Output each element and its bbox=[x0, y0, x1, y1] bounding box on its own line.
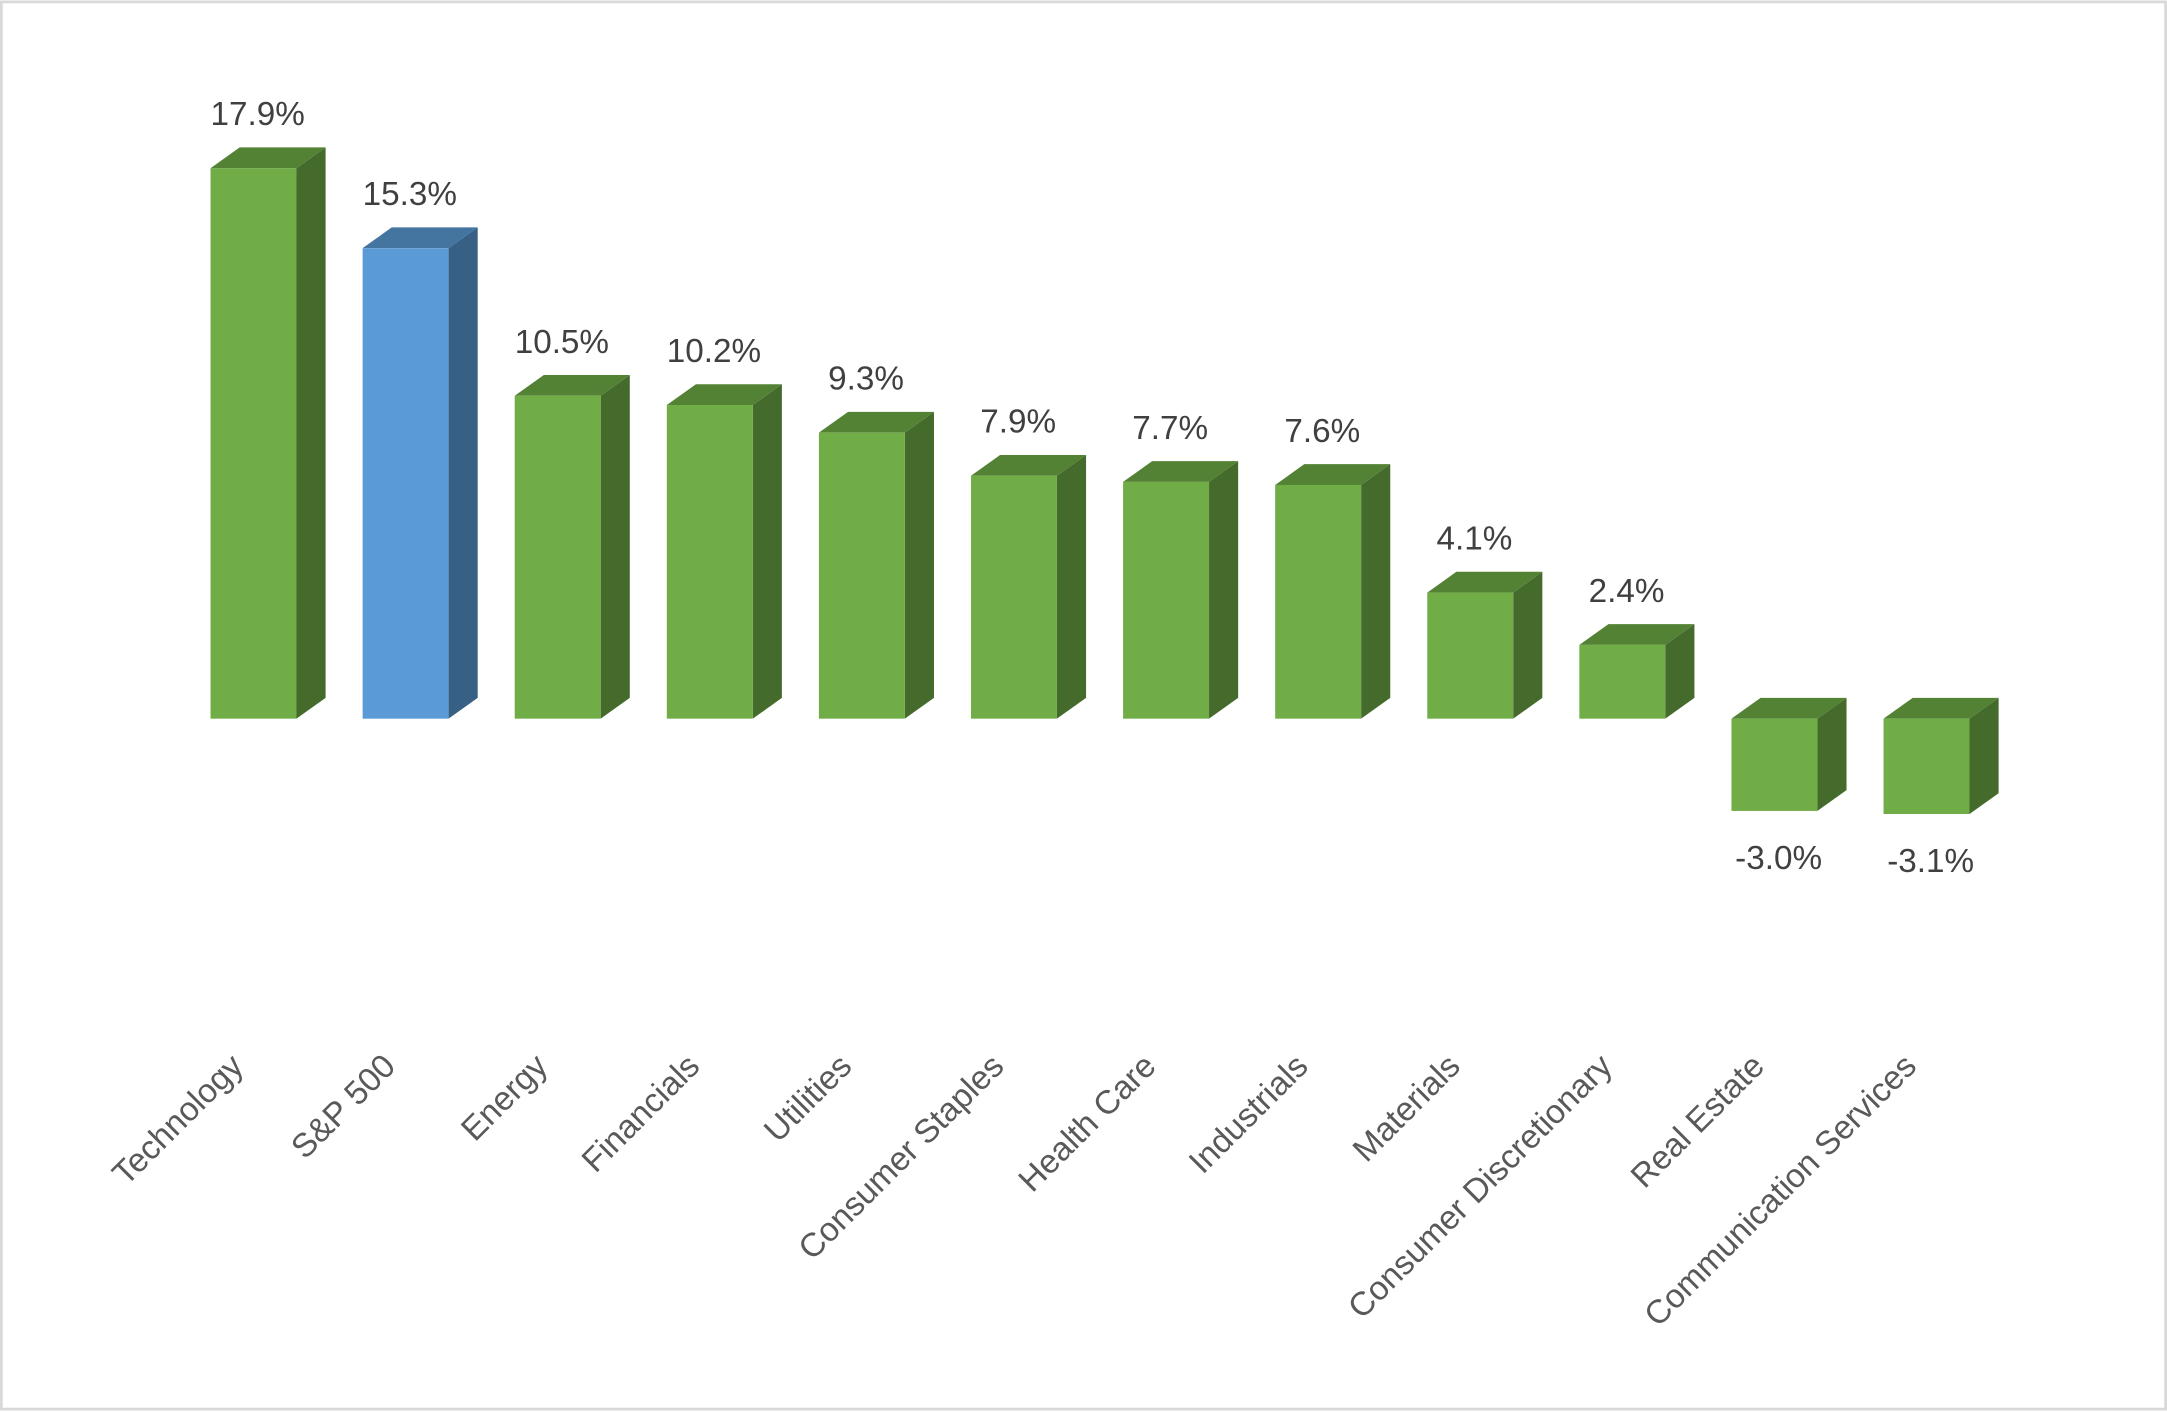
value-label: 10.2% bbox=[667, 333, 761, 370]
bar bbox=[1427, 571, 1543, 719]
bar bbox=[514, 374, 630, 719]
bar-side bbox=[752, 384, 782, 719]
bar-top bbox=[970, 454, 1087, 476]
bar-front bbox=[514, 395, 601, 719]
bar-top bbox=[514, 374, 630, 396]
value-label: -3.1% bbox=[1887, 843, 1974, 880]
bar-top bbox=[666, 384, 782, 406]
bar-top bbox=[1883, 697, 1999, 719]
bar bbox=[210, 147, 326, 719]
bar-top bbox=[1731, 697, 1847, 719]
bar-top bbox=[1579, 624, 1695, 645]
bar-top bbox=[1427, 571, 1543, 593]
value-label: 7.7% bbox=[1132, 410, 1208, 447]
bar bbox=[970, 454, 1087, 719]
value-label: 4.1% bbox=[1436, 521, 1512, 558]
bar-front bbox=[1579, 644, 1666, 719]
bar-top bbox=[818, 411, 934, 433]
bar-top bbox=[362, 227, 478, 249]
bar-side bbox=[1665, 624, 1695, 719]
value-label: 7.6% bbox=[1284, 413, 1360, 450]
bar-top bbox=[1275, 464, 1391, 485]
value-label: 9.3% bbox=[828, 361, 904, 398]
bar-side bbox=[448, 227, 478, 719]
bar-side bbox=[1209, 461, 1239, 719]
value-label: 7.9% bbox=[980, 404, 1056, 441]
bar-front bbox=[1275, 484, 1362, 719]
bar-side bbox=[1817, 697, 1847, 811]
value-label: 17.9% bbox=[211, 96, 305, 133]
bar-front bbox=[1123, 481, 1210, 719]
bar-side bbox=[904, 411, 934, 719]
bar bbox=[1731, 697, 1847, 811]
bar-front bbox=[1731, 718, 1818, 811]
value-label: 10.5% bbox=[515, 324, 609, 361]
bar-side bbox=[1361, 464, 1391, 719]
value-label: -3.0% bbox=[1735, 840, 1822, 877]
bar-front bbox=[818, 432, 905, 719]
bar-front bbox=[970, 475, 1057, 719]
bar-side bbox=[1969, 697, 1999, 814]
bar-top bbox=[1123, 461, 1239, 482]
bar bbox=[1275, 464, 1391, 719]
bar-side bbox=[600, 374, 630, 719]
bar-side bbox=[1056, 454, 1087, 719]
bar-front bbox=[210, 168, 297, 719]
value-label: 15.3% bbox=[363, 176, 457, 213]
bar-side bbox=[1513, 571, 1543, 719]
bar-side bbox=[296, 147, 326, 719]
value-label: 2.4% bbox=[1589, 573, 1665, 610]
bar-front bbox=[666, 405, 753, 719]
bar bbox=[818, 411, 934, 719]
bar-front bbox=[362, 248, 449, 719]
bar-top bbox=[210, 147, 326, 169]
bar bbox=[362, 227, 478, 719]
bar bbox=[1579, 624, 1695, 719]
bar bbox=[1883, 697, 1999, 814]
bar bbox=[666, 384, 782, 719]
bar-front bbox=[1427, 592, 1514, 719]
bar-front bbox=[1883, 718, 1970, 814]
bar bbox=[1123, 461, 1239, 719]
